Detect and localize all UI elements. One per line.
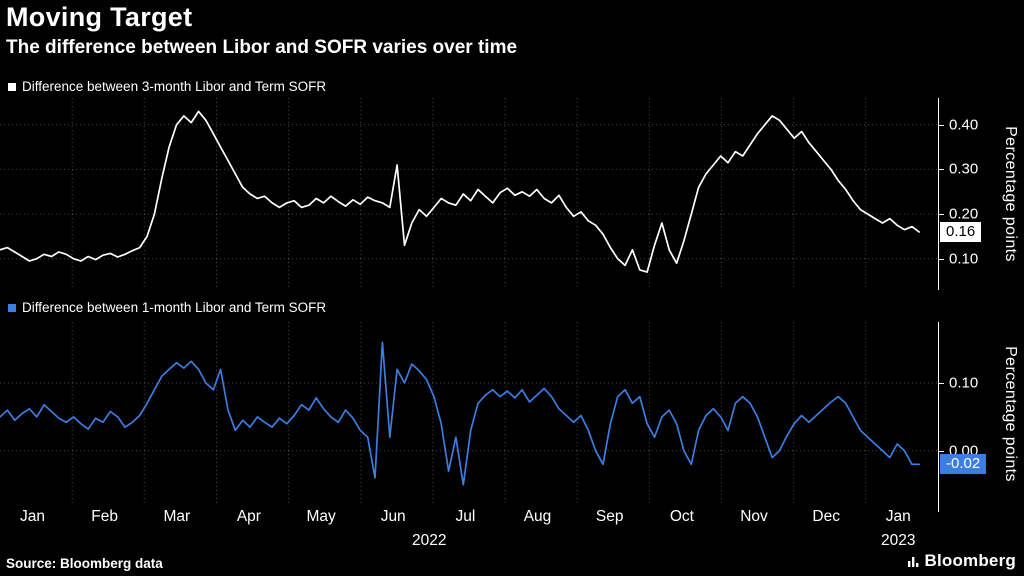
line-chart-3m: [0, 98, 938, 290]
x-month-label: Aug: [523, 508, 552, 525]
x-axis-end-tick: [938, 505, 939, 512]
chart-title: Moving Target: [6, 2, 193, 32]
panel-3m: 0.40 0.30 0.20 0.10 0.16 Percentage points: [0, 98, 1024, 290]
bloomberg-wordmark: Bloomberg: [924, 551, 1016, 570]
bloomberg-icon: [908, 556, 919, 567]
line-chart-1m: [0, 322, 938, 505]
y-tick-mark: [938, 124, 944, 126]
panel-1m: 0.10 0.00 -0.02 Percentage points: [0, 322, 1024, 505]
y-tick-label: 0.30: [949, 160, 979, 178]
y-ticks-3m: 0.40 0.30 0.20 0.10: [0, 98, 1024, 290]
legend-1m-label: Difference between 1-month Libor and Ter…: [22, 300, 327, 315]
y-axis-title-3m: Percentage points: [1002, 126, 1019, 262]
source-note: Source: Bloomberg data: [6, 556, 163, 571]
y-tick-label: 0.10: [949, 374, 979, 392]
x-month-label: May: [306, 508, 336, 525]
x-month-label: Jul: [455, 508, 476, 525]
x-year-label: 2022: [412, 532, 447, 549]
y-tick-mark: [938, 383, 944, 384]
y-axis-line-1m: [938, 322, 939, 505]
y-tick-label: 0.10: [949, 250, 979, 268]
x-month-label: Sep: [595, 508, 624, 525]
y-tick-mark: [938, 169, 944, 171]
y-axis-line-3m: [938, 98, 939, 290]
x-month-label: Apr: [236, 508, 261, 525]
x-month-label: Oct: [669, 508, 694, 525]
legend-1m-marker-icon: [8, 303, 16, 312]
legend-3m-marker-icon: [8, 82, 16, 91]
x-month-label: Feb: [91, 508, 118, 525]
legend-1m: Difference between 1-month Libor and Ter…: [8, 300, 326, 315]
y-tick-label: 0.40: [949, 116, 979, 134]
last-value-badge-3m: 0.16: [940, 222, 982, 242]
x-month-label: Nov: [740, 508, 768, 525]
y-axis-title-1m: Percentage points: [1002, 345, 1019, 482]
chart-subtitle: The difference between Libor and SOFR va…: [6, 37, 518, 58]
x-month-label: Jun: [380, 508, 406, 525]
bloomberg-logo: Bloomberg: [907, 551, 1016, 571]
x-month-label: Mar: [163, 508, 191, 525]
y-tick-mark: [938, 258, 944, 260]
y-tick-label: 0.20: [949, 205, 979, 223]
y-tick-mark: [938, 450, 944, 452]
legend-3m-label: Difference between 3-month Libor and Ter…: [22, 79, 327, 94]
x-month-label: Jan: [20, 508, 45, 525]
last-value-badge-1m: -0.02: [940, 454, 987, 475]
y-ticks-1m: 0.10 0.00: [0, 322, 1024, 505]
x-month-label: Jan: [885, 508, 911, 525]
x-month-label: Dec: [812, 508, 840, 525]
x-axis-years: 2022 2023: [0, 532, 938, 552]
x-year-label: 2023: [881, 532, 916, 549]
y-tick-mark: [938, 214, 944, 216]
x-axis-labels: Jan Feb Mar Apr May Jun Jul Aug Sep Oct Nov Dec Jan: [0, 508, 938, 530]
legend-3m: Difference between 3-month Libor and Ter…: [8, 79, 326, 94]
